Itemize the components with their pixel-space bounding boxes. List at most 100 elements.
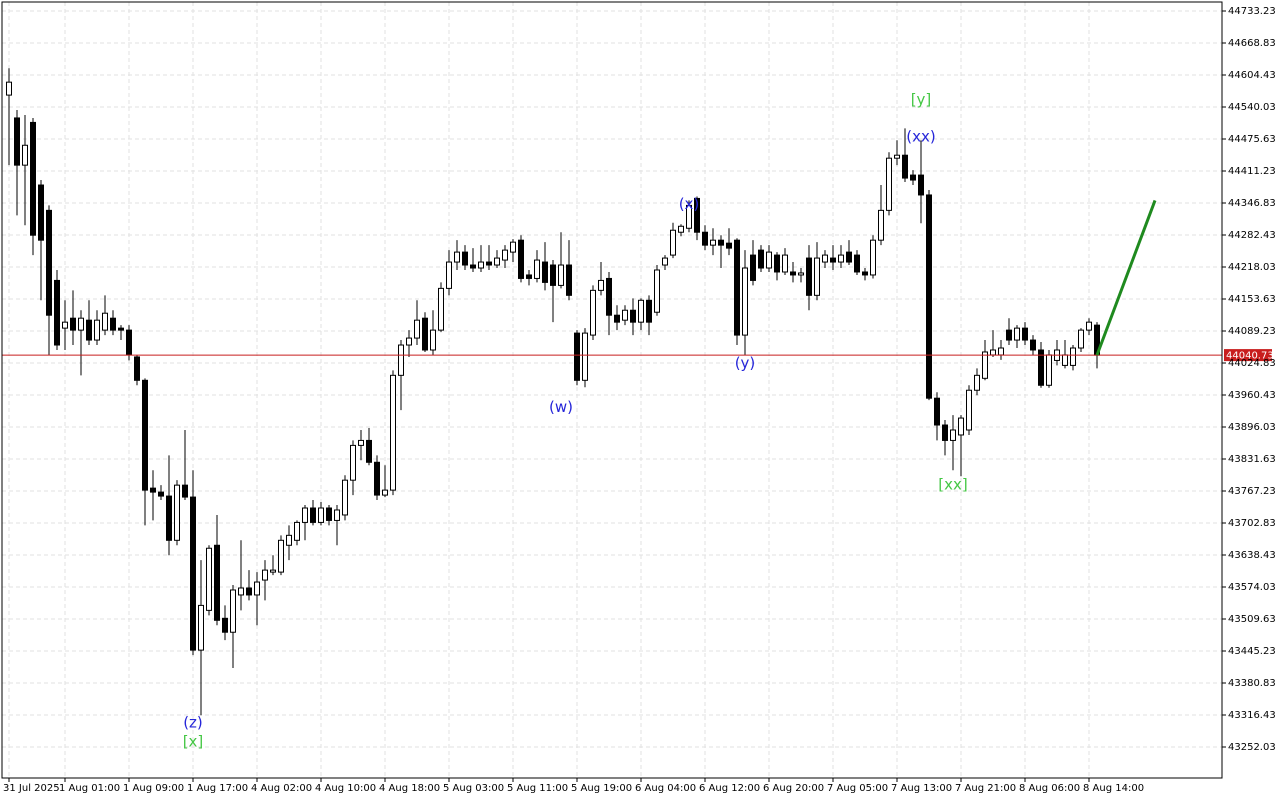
plot-frame — [1, 1, 1223, 779]
candle-body — [398, 344, 404, 376]
candle-body — [142, 379, 148, 491]
candle-body — [406, 337, 412, 346]
candle-body — [182, 484, 188, 498]
candle-body — [302, 507, 308, 523]
candle-body — [998, 347, 1004, 356]
candle-body — [326, 507, 332, 521]
x-tick-label: 5 Aug 03:00 — [443, 783, 504, 794]
candle-body — [22, 144, 28, 166]
candle-body — [1086, 321, 1092, 331]
candle-body — [374, 461, 380, 496]
candle-body — [702, 231, 708, 246]
candle-body — [214, 544, 220, 621]
x-tick-label: 8 Aug 14:00 — [1083, 783, 1144, 794]
y-tick-label: 44411.23 — [1228, 166, 1276, 177]
wave-label: (x) — [679, 195, 700, 213]
candle-body — [1030, 339, 1036, 351]
candle-body — [790, 271, 796, 276]
candle-body — [974, 374, 980, 391]
candle-body — [758, 249, 764, 269]
candle-body — [798, 272, 804, 276]
candle-body — [774, 254, 780, 273]
y-tick-label: 44218.03 — [1228, 262, 1276, 273]
candle-body — [886, 157, 892, 211]
candle-body — [734, 239, 740, 336]
candle-body — [382, 489, 388, 496]
x-tick-label: 5 Aug 11:00 — [507, 783, 568, 794]
y-tick-label: 43831.63 — [1228, 454, 1276, 465]
candle-body — [54, 279, 60, 346]
candle-body — [806, 257, 812, 296]
y-tick-label: 44153.63 — [1228, 294, 1276, 305]
candle-body — [566, 264, 572, 296]
x-tick-label: 8 Aug 06:00 — [1019, 783, 1080, 794]
candle-body — [966, 389, 972, 431]
y-tick-label: 44604.43 — [1228, 70, 1276, 81]
candle-body — [526, 274, 532, 279]
candle-body — [206, 547, 212, 611]
candle-body — [614, 314, 620, 323]
candle-body — [278, 539, 284, 573]
candle-body — [958, 417, 964, 436]
current-price-label: 44040.73 — [1226, 351, 1274, 362]
candle-body — [254, 581, 260, 596]
candle-body — [30, 121, 36, 236]
candle-body — [662, 257, 668, 266]
candle-body — [126, 329, 132, 356]
candle-body — [926, 194, 932, 399]
x-tick-label: 5 Aug 19:00 — [571, 783, 632, 794]
wave-label: [y] — [911, 91, 932, 109]
candle-body — [134, 356, 140, 381]
candle-body — [574, 332, 580, 381]
candle-body — [78, 317, 84, 331]
y-tick-label: 43252.03 — [1228, 742, 1276, 753]
plot: 44040.73 (z)[x] (w) (x) (y) [y] (xx) [xx] — [2, 68, 1274, 751]
candle-body — [286, 534, 292, 546]
candle-body — [1014, 327, 1020, 341]
candle-body — [558, 264, 564, 286]
candle-body — [846, 251, 852, 263]
candle-body — [6, 81, 12, 96]
candle-body — [294, 521, 300, 541]
candle-body — [622, 309, 628, 321]
candle-body — [742, 267, 748, 336]
candle-body — [518, 239, 524, 279]
candle-body — [590, 289, 596, 336]
candle-body — [870, 239, 876, 276]
y-tick-label: 43380.83 — [1228, 678, 1276, 689]
candle-body — [150, 487, 156, 493]
candle-body — [910, 174, 916, 181]
wave-label: (xx) — [906, 127, 935, 145]
candle-body — [270, 569, 276, 573]
candle-body — [750, 254, 756, 281]
y-tick-label: 43445.23 — [1228, 646, 1276, 657]
y-tick-label: 44668.83 — [1228, 38, 1276, 49]
candle-body — [238, 587, 244, 596]
candle-body — [166, 495, 172, 541]
candle-body — [222, 617, 228, 633]
wave-label: [x] — [183, 733, 204, 751]
candle-body — [462, 251, 468, 266]
candle-body — [630, 309, 636, 323]
candle-body — [390, 374, 396, 491]
y-tick-label: 44024.83 — [1228, 358, 1276, 369]
x-tick-label: 4 Aug 02:00 — [251, 783, 312, 794]
candle-body — [358, 439, 364, 446]
x-tick-label: 31 Jul 2025 — [3, 783, 60, 794]
wave-label: [xx] — [938, 476, 967, 494]
candle-body — [478, 261, 484, 269]
candle-body — [686, 204, 692, 229]
y-tick-label: 44540.03 — [1228, 102, 1276, 113]
candle-body — [606, 277, 612, 316]
candle-body — [366, 439, 372, 463]
candle-body — [1070, 347, 1076, 366]
candle-body — [534, 259, 540, 279]
candle-body — [318, 507, 324, 523]
candle-body — [430, 329, 436, 351]
candle-body — [198, 604, 204, 651]
candle-body — [190, 496, 196, 651]
y-tick-label: 43574.03 — [1228, 582, 1276, 593]
y-tick-label: 43509.63 — [1228, 614, 1276, 625]
candle-body — [726, 242, 732, 249]
